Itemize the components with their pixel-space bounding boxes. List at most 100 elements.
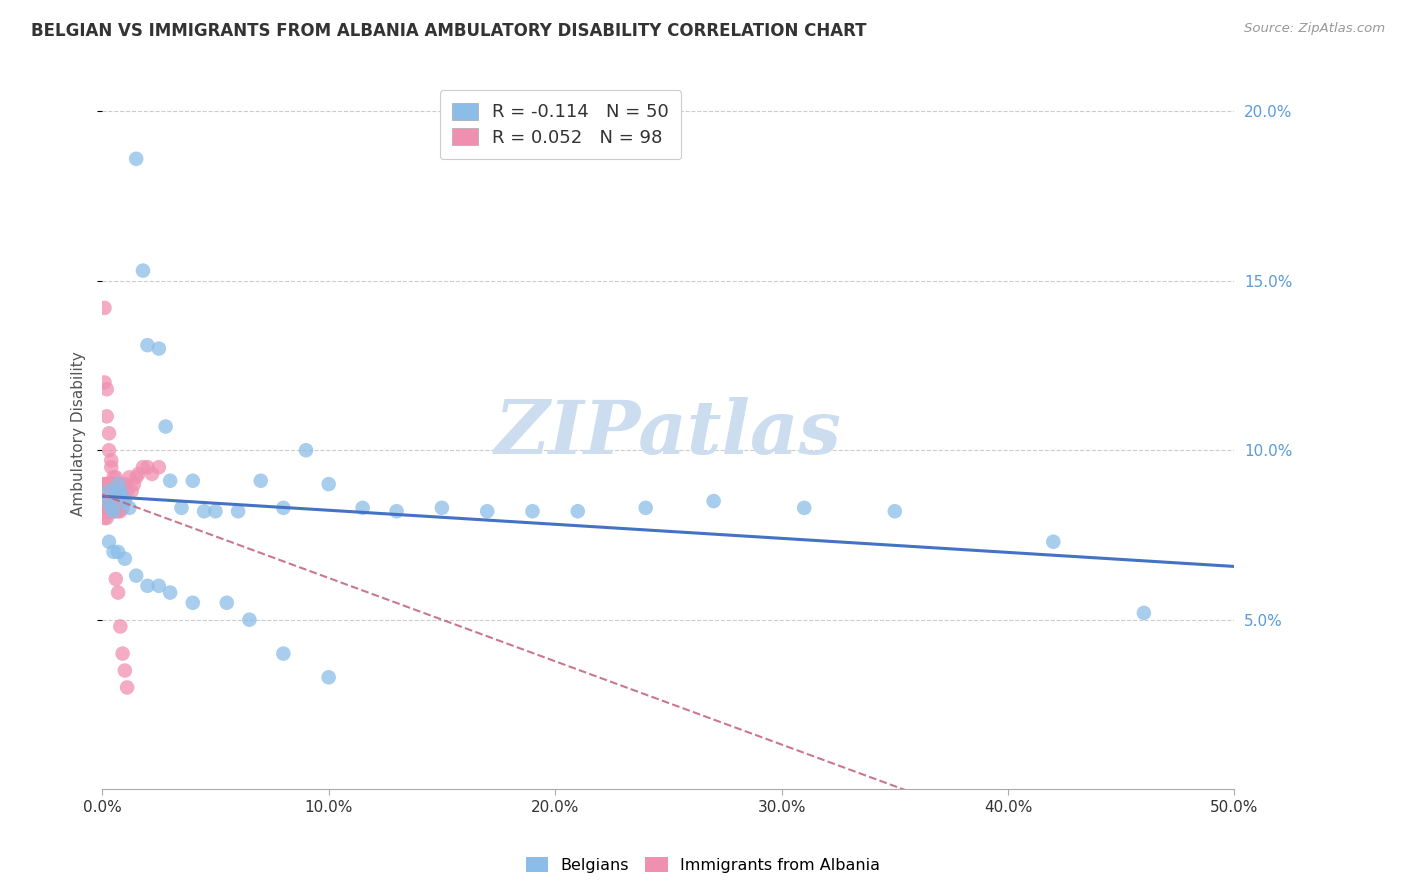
Point [93,511,115,525]
Point [98,483,121,498]
Point [96,487,118,501]
Point [93,487,115,501]
Point [96,491,118,505]
Point [170,500,193,515]
Point [111,491,134,505]
Point [122,477,145,491]
Point [100,487,122,501]
Point [103,494,125,508]
Point [100,500,122,515]
Point [136,460,159,475]
Point [96,500,118,515]
Point [703,494,725,508]
Point [110,483,132,498]
Point [93,491,115,505]
Point [110,477,132,491]
Point [1042,534,1064,549]
Point [107,504,129,518]
Point [103,500,125,515]
Point [93,500,115,515]
Point [104,470,127,484]
Point [93,301,115,315]
Point [96,494,118,508]
Legend: R = -0.114   N = 50, R = 0.052   N = 98: R = -0.114 N = 50, R = 0.052 N = 98 [440,90,682,160]
Point [141,467,163,481]
Point [104,494,127,508]
Point [155,419,177,434]
Point [96,494,118,508]
Point [98,500,121,515]
Point [114,664,136,678]
Point [385,504,408,518]
Text: Source: ZipAtlas.com: Source: ZipAtlas.com [1244,22,1385,36]
Point [93,500,115,515]
Legend: Belgians, Immigrants from Albania: Belgians, Immigrants from Albania [519,851,887,880]
Point [96,477,118,491]
Point [107,494,129,508]
Point [96,500,118,515]
Point [93,504,115,518]
Point [114,494,136,508]
Point [181,596,204,610]
Point [100,460,122,475]
Point [93,504,115,518]
Point [100,494,122,508]
Point [110,494,132,508]
Point [103,483,125,498]
Point [430,500,453,515]
Point [159,585,181,599]
Point [98,500,121,515]
Point [295,443,318,458]
Point [104,500,127,515]
Point [226,504,249,518]
Point [96,494,118,508]
Point [181,474,204,488]
Point [273,500,295,515]
Point [634,500,657,515]
Point [100,500,122,515]
Point [100,453,122,467]
Point [98,426,121,441]
Point [103,470,125,484]
Point [132,263,155,277]
Text: ZIPatlas: ZIPatlas [495,397,842,469]
Point [96,511,118,525]
Point [114,551,136,566]
Point [318,477,340,491]
Point [114,494,136,508]
Point [114,477,136,491]
Point [125,152,148,166]
Point [159,474,181,488]
Point [273,647,295,661]
Y-axis label: Ambulatory Disability: Ambulatory Disability [72,351,86,516]
Point [96,409,118,424]
Point [100,494,122,508]
Point [93,500,115,515]
Point [111,500,134,515]
Point [132,460,155,475]
Point [118,470,141,484]
Point [136,579,159,593]
Point [121,483,143,498]
Point [96,504,118,518]
Point [107,477,129,491]
Point [98,477,121,491]
Point [125,470,148,484]
Point [98,483,121,498]
Point [477,504,499,518]
Point [125,568,148,582]
Point [103,487,125,501]
Point [98,504,121,518]
Point [98,494,121,508]
Point [118,500,141,515]
Point [249,474,271,488]
Point [110,619,132,633]
Point [103,477,125,491]
Point [104,572,127,586]
Point [96,504,118,518]
Point [96,504,118,518]
Point [215,596,238,610]
Point [100,504,122,518]
Point [93,376,115,390]
Point [111,487,134,501]
